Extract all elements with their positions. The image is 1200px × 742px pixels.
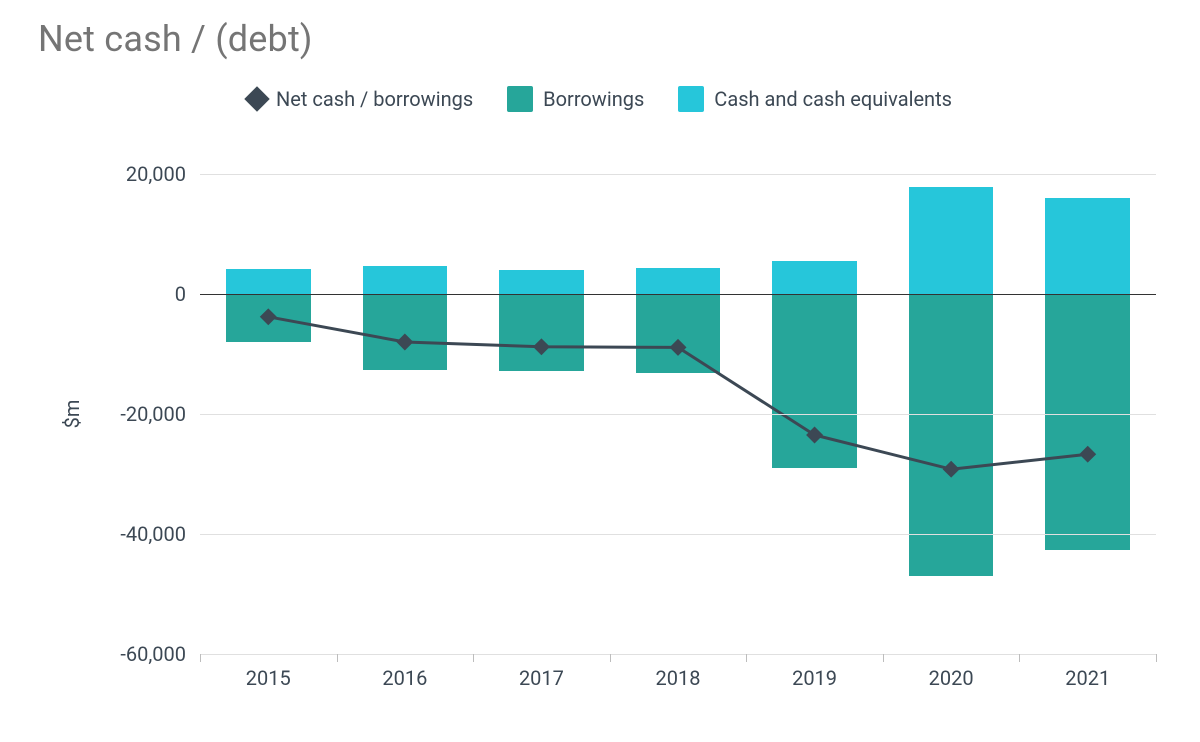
y-axis-title: $m — [60, 400, 84, 429]
x-tick — [610, 654, 611, 662]
net-marker — [1079, 446, 1096, 463]
legend-item-cash: Cash and cash equivalents — [678, 86, 952, 112]
legend-label-borrowings: Borrowings — [543, 87, 644, 111]
x-tick-label: 2017 — [519, 666, 564, 690]
x-tick — [883, 654, 884, 662]
chart-legend: Net cash / borrowings Borrowings Cash an… — [0, 86, 1200, 112]
legend-label-cash: Cash and cash equivalents — [714, 87, 952, 111]
chart-title: Net cash / (debt) — [38, 18, 313, 60]
y-tick-label: -60,000 — [120, 642, 186, 666]
x-tick-label: 2015 — [246, 666, 291, 690]
gridline — [200, 414, 1156, 415]
y-tick-label: -20,000 — [120, 402, 186, 426]
x-tick-label: 2019 — [792, 666, 837, 690]
square-icon — [507, 86, 533, 112]
net-cash-debt-chart: Net cash / (debt) Net cash / borrowings … — [0, 0, 1200, 742]
y-tick-label: 0 — [175, 282, 186, 306]
x-tick — [746, 654, 747, 662]
x-tick — [1156, 654, 1157, 662]
gridline — [200, 654, 1156, 655]
net-marker — [943, 461, 960, 478]
net-marker — [533, 338, 550, 355]
y-tick-label: -40,000 — [120, 522, 186, 546]
x-tick-label: 2020 — [929, 666, 974, 690]
y-tick-label: 20,000 — [126, 162, 186, 186]
square-icon — [678, 86, 704, 112]
gridline — [200, 534, 1156, 535]
x-tick — [473, 654, 474, 662]
gridline — [200, 174, 1156, 175]
x-tick — [337, 654, 338, 662]
zero-gridline — [200, 294, 1156, 295]
x-tick — [200, 654, 201, 662]
x-tick — [1019, 654, 1020, 662]
x-tick-label: 2021 — [1065, 666, 1110, 690]
net-marker — [396, 334, 413, 351]
net-marker — [806, 427, 823, 444]
net-marker — [670, 339, 687, 356]
plot-area: -60,000-40,000-20,000020,000201520162017… — [200, 174, 1156, 654]
diamond-icon — [244, 86, 269, 111]
legend-item-borrowings: Borrowings — [507, 86, 644, 112]
legend-item-net: Net cash / borrowings — [248, 87, 473, 111]
net-marker — [260, 308, 277, 325]
x-tick-label: 2016 — [382, 666, 427, 690]
legend-label-net: Net cash / borrowings — [276, 87, 473, 111]
x-tick-label: 2018 — [656, 666, 701, 690]
